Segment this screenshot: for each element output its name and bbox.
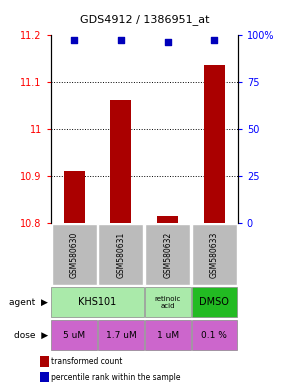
Bar: [64, 171, 85, 223]
Text: retinoic
acid: retinoic acid: [155, 296, 181, 309]
Bar: [98, 320, 144, 350]
Text: GSM580632: GSM580632: [163, 231, 172, 278]
Bar: [191, 320, 237, 350]
Bar: [191, 287, 237, 318]
Bar: [192, 224, 237, 285]
Point: [165, 39, 170, 45]
Bar: [145, 287, 191, 318]
Text: DMSO: DMSO: [200, 297, 229, 308]
Text: percentile rank within the sample: percentile rank within the sample: [51, 372, 181, 382]
Text: 1 uM: 1 uM: [157, 331, 179, 339]
Bar: [40, 356, 49, 367]
Text: GSM580633: GSM580633: [210, 231, 219, 278]
Bar: [145, 320, 191, 350]
Bar: [40, 372, 49, 382]
Point: [72, 37, 77, 43]
Bar: [145, 224, 190, 285]
Text: 0.1 %: 0.1 %: [202, 331, 227, 339]
Text: 5 uM: 5 uM: [63, 331, 85, 339]
Bar: [204, 65, 225, 223]
Point: [212, 37, 217, 43]
Bar: [98, 224, 143, 285]
Text: dose  ▶: dose ▶: [14, 331, 48, 339]
Bar: [110, 100, 131, 223]
Text: KHS101: KHS101: [78, 297, 117, 308]
Text: agent  ▶: agent ▶: [9, 298, 48, 307]
Bar: [51, 320, 97, 350]
Bar: [157, 216, 178, 223]
Bar: [51, 287, 144, 318]
Text: transformed count: transformed count: [51, 357, 123, 366]
Text: 1.7 uM: 1.7 uM: [106, 331, 136, 339]
Text: GSM580631: GSM580631: [116, 231, 125, 278]
Text: GDS4912 / 1386951_at: GDS4912 / 1386951_at: [79, 14, 209, 25]
Bar: [52, 224, 97, 285]
Point: [119, 37, 123, 43]
Text: GSM580630: GSM580630: [70, 231, 79, 278]
